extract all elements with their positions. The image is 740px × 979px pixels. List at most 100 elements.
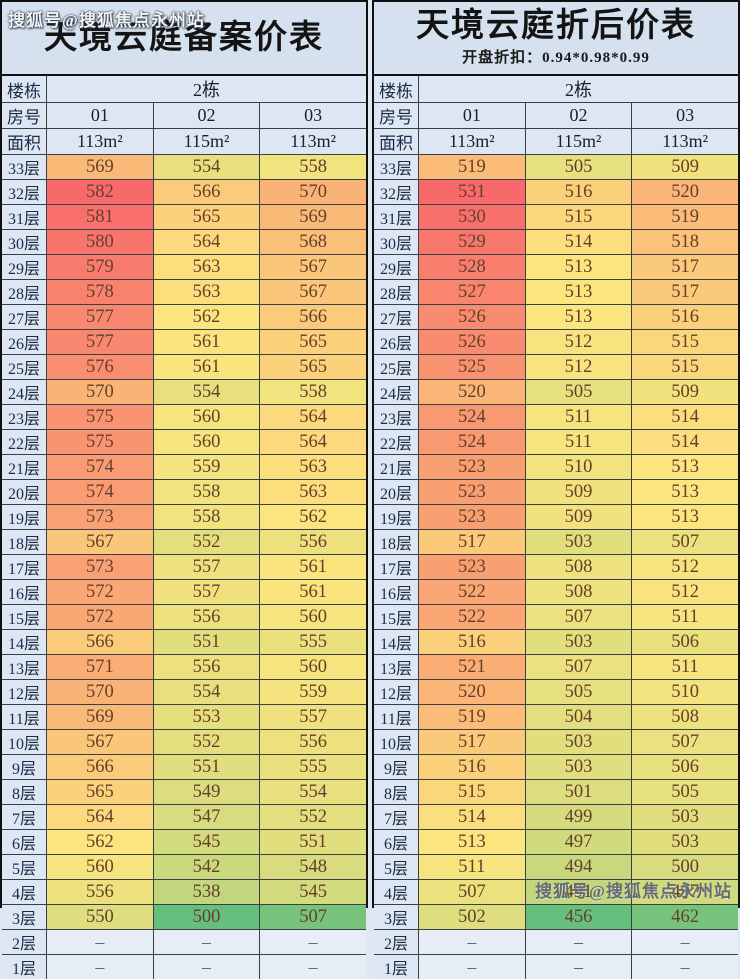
floor-label: 21层 [2, 455, 46, 479]
price-cell: – [631, 955, 738, 979]
table-title-box: 天境云庭折后价表 开盘折扣：0.94*0.98*0.99 [374, 2, 738, 76]
price-cell: 511 [631, 655, 738, 679]
price-cell: 551 [152, 630, 260, 654]
floor-label: 4层 [2, 880, 46, 904]
floor-label: 22层 [374, 430, 418, 454]
table-row: 5层 511 494 500 [374, 854, 738, 879]
price-cell: 515 [524, 205, 632, 229]
price-cell: 562 [46, 830, 153, 854]
table-row: 19层 573 558 562 [2, 504, 366, 529]
table-row: 10层 567 552 556 [2, 729, 366, 754]
price-cell: 505 [631, 780, 738, 804]
price-cell: 500 [631, 855, 738, 879]
price-cell: 517 [418, 530, 525, 554]
floor-label: 8层 [374, 780, 418, 804]
price-cell: – [152, 930, 260, 954]
price-cell: 566 [46, 755, 153, 779]
price-cell: 513 [631, 505, 738, 529]
price-cell: 572 [46, 605, 153, 629]
price-cell: 501 [524, 780, 632, 804]
price-rows: 33层 519 505 509 32层 531 516 520 31层 530 515 519 30层 5… [374, 154, 738, 979]
price-cell: 563 [259, 455, 366, 479]
floor-label: 3层 [374, 905, 418, 929]
floor-label: 10层 [2, 730, 46, 754]
price-cell: 562 [259, 505, 366, 529]
price-cell: 524 [418, 430, 525, 454]
table-row: 11层 519 504 508 [374, 704, 738, 729]
table-row: 27层 526 513 516 [374, 304, 738, 329]
price-cell: 559 [152, 455, 260, 479]
room-label: 房号 [374, 103, 418, 128]
floor-label: 1层 [374, 955, 418, 979]
price-cell: 516 [524, 180, 632, 204]
price-cell: 574 [46, 480, 153, 504]
price-cell: 509 [631, 155, 738, 179]
price-cell: – [524, 955, 632, 979]
area-value: 113m² [46, 129, 153, 154]
floor-label: 12层 [374, 680, 418, 704]
table-row: 8层 515 501 505 [374, 779, 738, 804]
table-row: 15层 522 507 511 [374, 604, 738, 629]
price-cell: 503 [524, 530, 632, 554]
price-cell: 517 [631, 280, 738, 304]
table-row: 9层 566 551 555 [2, 754, 366, 779]
price-cell: 569 [46, 705, 153, 729]
price-cell: 556 [152, 655, 260, 679]
floor-label: 27层 [374, 305, 418, 329]
price-cell: – [259, 955, 366, 979]
floor-label: 24层 [374, 380, 418, 404]
price-cell: 519 [418, 705, 525, 729]
floor-label: 18层 [2, 530, 46, 554]
table-row: 18层 517 503 507 [374, 529, 738, 554]
room-number: 01 [46, 103, 153, 128]
floor-label: 31层 [374, 205, 418, 229]
price-cell: – [46, 955, 153, 979]
table-row: 30层 580 564 568 [2, 229, 366, 254]
price-cell: 561 [259, 580, 366, 604]
floor-label: 32层 [2, 180, 46, 204]
floor-label: 25层 [2, 355, 46, 379]
price-cell: 499 [524, 805, 632, 829]
price-cell: 520 [418, 680, 525, 704]
price-cell: 557 [259, 705, 366, 729]
price-cell: 563 [152, 255, 260, 279]
price-cell: 554 [259, 780, 366, 804]
table-row: 13层 571 556 560 [2, 654, 366, 679]
price-cell: 554 [152, 380, 260, 404]
table-row: 4层 507 491 497 [374, 879, 738, 904]
price-cell: 505 [524, 380, 632, 404]
price-cell: 515 [418, 780, 525, 804]
floor-label: 15层 [374, 605, 418, 629]
price-cell: 515 [631, 330, 738, 354]
table-row: 16层 522 508 512 [374, 579, 738, 604]
area-row: 面积 113m² 115m² 113m² [2, 128, 366, 154]
price-cell: 561 [152, 355, 260, 379]
table-row: 32层 582 566 570 [2, 179, 366, 204]
price-table-discounted: 天境云庭折后价表 开盘折扣：0.94*0.98*0.99 楼栋 2栋 房号 01… [372, 0, 740, 979]
price-cell: 503 [524, 730, 632, 754]
price-cell: 503 [631, 830, 738, 854]
floor-label: 2层 [374, 930, 418, 954]
price-cell: 573 [46, 505, 153, 529]
floor-label: 16层 [374, 580, 418, 604]
area-label: 面积 [2, 129, 46, 154]
floor-label: 20层 [374, 480, 418, 504]
floor-label: 23层 [2, 405, 46, 429]
floor-label: 26层 [374, 330, 418, 354]
price-cell: 565 [152, 205, 260, 229]
price-cell: 503 [524, 630, 632, 654]
floor-label: 33层 [2, 155, 46, 179]
price-cell: 576 [46, 355, 153, 379]
price-cell: 558 [152, 480, 260, 504]
price-cell: 565 [259, 330, 366, 354]
price-cell: 567 [46, 730, 153, 754]
table-row: 7层 514 499 503 [374, 804, 738, 829]
floor-label: 9层 [374, 755, 418, 779]
price-cell: 526 [418, 330, 525, 354]
floor-label: 14层 [2, 630, 46, 654]
price-cell: 512 [631, 555, 738, 579]
table-row: 30层 529 514 518 [374, 229, 738, 254]
room-number: 03 [631, 103, 738, 128]
floor-label: 29层 [2, 255, 46, 279]
